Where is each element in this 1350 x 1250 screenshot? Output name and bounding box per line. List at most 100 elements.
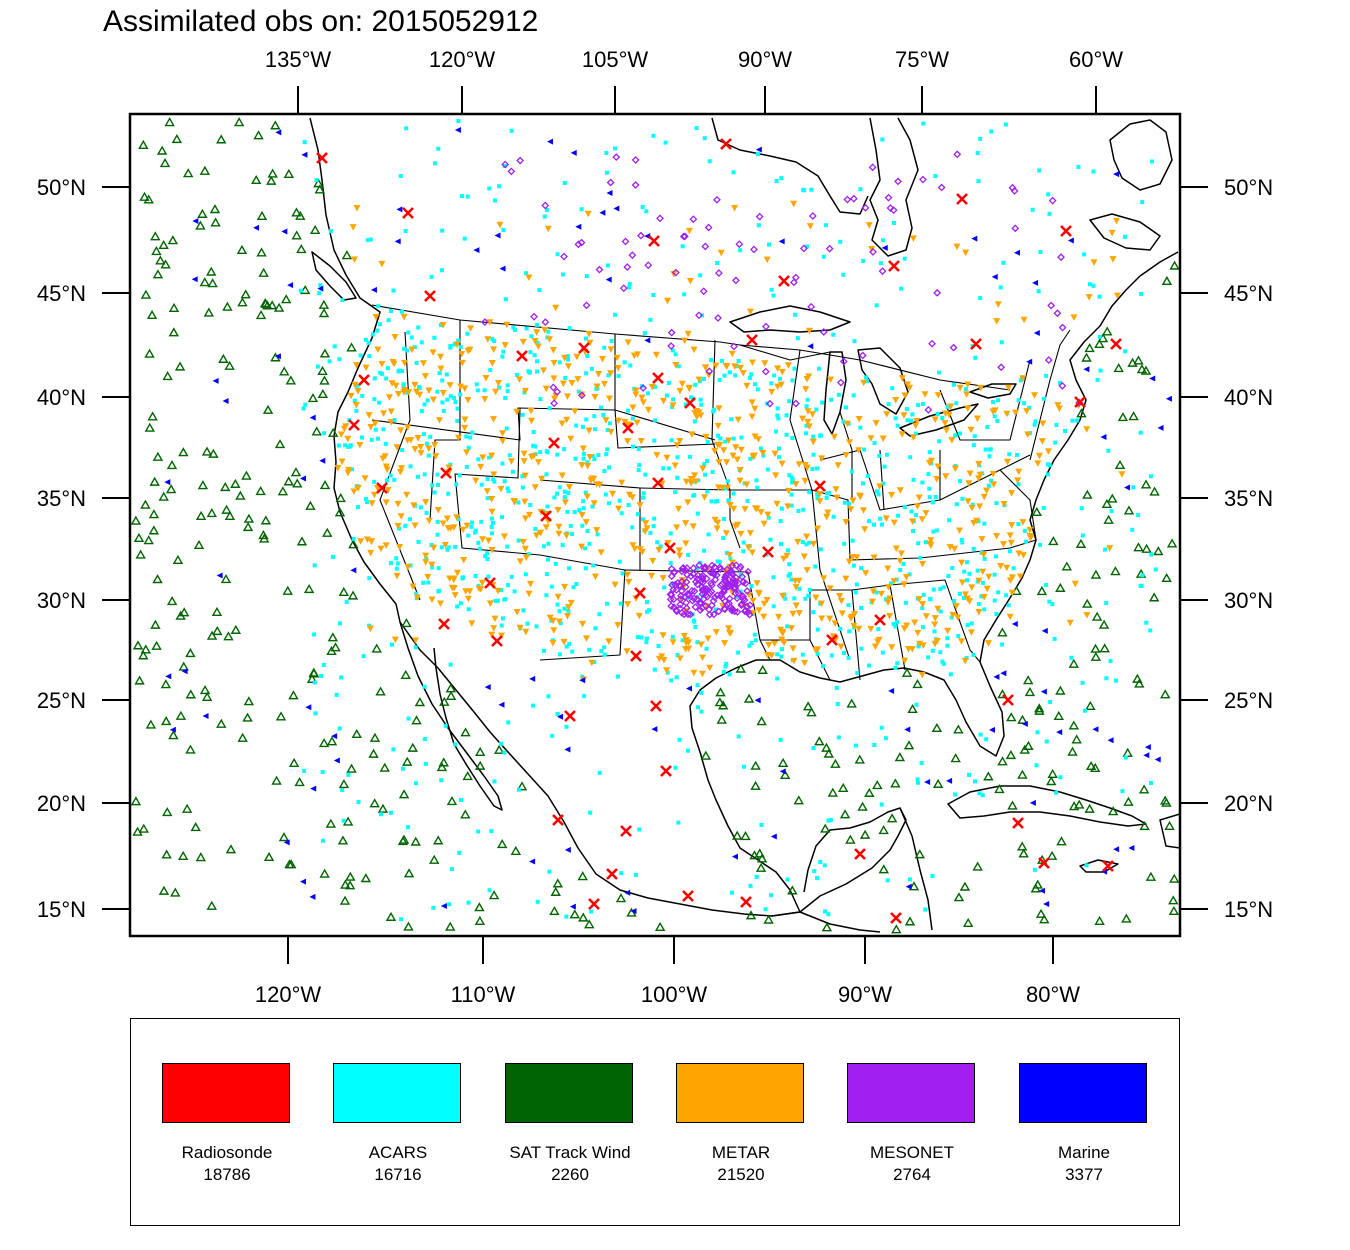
acars-marker	[651, 524, 656, 529]
legend-label: Radiosonde	[181, 1143, 273, 1162]
acars-marker	[458, 601, 463, 606]
acars-marker	[644, 209, 649, 214]
mesonet-marker	[690, 587, 699, 596]
metar-marker	[682, 540, 690, 547]
metar-marker	[513, 408, 521, 416]
sat-track-wind-marker	[859, 829, 871, 839]
acars-marker	[828, 817, 833, 822]
metar-marker	[1113, 217, 1121, 225]
sat-track-wind-marker	[846, 698, 857, 708]
sat-track-wind-marker	[130, 796, 142, 806]
sat-track-wind-marker	[1090, 569, 1102, 579]
metar-marker	[884, 565, 892, 573]
metar-marker	[488, 546, 496, 554]
metar-marker	[513, 608, 521, 616]
sat-track-wind-marker	[1168, 905, 1180, 916]
acars-marker	[771, 575, 776, 580]
acars-marker	[597, 612, 602, 617]
acars-marker	[713, 607, 718, 612]
sat-track-wind-marker	[347, 590, 359, 600]
acars-marker	[1037, 168, 1042, 173]
acars-marker	[507, 453, 512, 458]
acars-marker	[715, 559, 720, 564]
sat-track-wind-marker	[398, 789, 410, 799]
metar-marker	[774, 365, 782, 372]
acars-marker	[603, 492, 608, 497]
metar-marker	[715, 405, 723, 412]
acars-marker	[414, 360, 419, 365]
metar-marker	[791, 577, 799, 585]
mesonet-marker	[725, 594, 734, 603]
metar-marker	[737, 446, 745, 454]
mesonet-marker	[1048, 196, 1057, 205]
acars-marker	[849, 469, 854, 474]
acars-marker	[702, 548, 707, 553]
radiosonde-marker	[440, 467, 452, 479]
metar-marker	[1106, 545, 1114, 552]
acars-marker	[538, 397, 543, 402]
acars-marker	[752, 632, 757, 637]
mesonet-marker	[688, 586, 696, 595]
acars-marker	[400, 766, 405, 771]
acars-marker	[505, 583, 510, 588]
acars-marker	[965, 578, 970, 583]
metar-marker	[851, 611, 859, 618]
acars-marker	[558, 621, 563, 626]
metar-marker	[931, 615, 939, 622]
sat-track-wind-marker	[912, 679, 923, 689]
metar-marker	[457, 383, 465, 391]
marine-marker	[624, 889, 631, 896]
acars-marker	[391, 747, 396, 752]
acars-marker	[363, 497, 368, 502]
metar-marker	[435, 417, 443, 424]
sat-track-wind-marker	[462, 771, 473, 781]
james-bay-coastline	[869, 117, 919, 257]
mesonet-marker	[839, 357, 848, 366]
metar-marker	[416, 391, 424, 399]
metar-marker	[598, 355, 606, 363]
acars-marker	[485, 551, 490, 556]
mesonet-marker	[861, 203, 870, 212]
metar-marker	[823, 513, 831, 521]
sat-track-wind-marker	[577, 871, 588, 881]
metar-marker	[952, 603, 960, 610]
metar-marker	[976, 471, 984, 479]
sat-track-wind-marker	[994, 784, 1005, 794]
acars-marker	[1044, 739, 1049, 744]
acars-marker	[741, 549, 746, 554]
acars-marker	[717, 377, 722, 382]
sat-track-wind-marker	[578, 912, 589, 922]
acars-marker	[645, 391, 650, 396]
metar-marker	[789, 645, 797, 652]
metar-marker	[718, 484, 726, 492]
metar-marker	[522, 554, 530, 561]
acars-marker	[468, 435, 473, 440]
acars-marker	[1079, 506, 1084, 511]
acars-marker	[485, 477, 490, 482]
acars-marker	[428, 434, 433, 439]
metar-marker	[842, 452, 850, 459]
metar-marker	[441, 541, 449, 549]
sat-track-wind-marker	[168, 327, 180, 337]
metar-marker	[882, 515, 890, 522]
acars-marker	[792, 366, 797, 371]
acars-marker	[1047, 211, 1052, 216]
metar-marker	[673, 442, 681, 449]
metar-marker	[391, 333, 399, 341]
metar-marker	[980, 594, 988, 601]
acars-marker	[885, 452, 890, 457]
metar-marker	[624, 571, 632, 579]
radiosonde-marker	[438, 618, 450, 630]
metar-marker	[584, 463, 592, 470]
acars-marker	[534, 322, 539, 327]
acars-marker	[547, 406, 552, 411]
metar-marker	[1006, 577, 1014, 584]
acars-marker	[723, 664, 728, 669]
acars-marker	[567, 642, 572, 647]
metar-marker	[922, 510, 930, 517]
acars-marker	[992, 572, 997, 577]
metar-marker	[340, 425, 348, 433]
top-lon-label: 105°W	[582, 47, 649, 72]
sat-track-wind-marker	[209, 204, 221, 214]
metar-marker	[453, 341, 461, 349]
